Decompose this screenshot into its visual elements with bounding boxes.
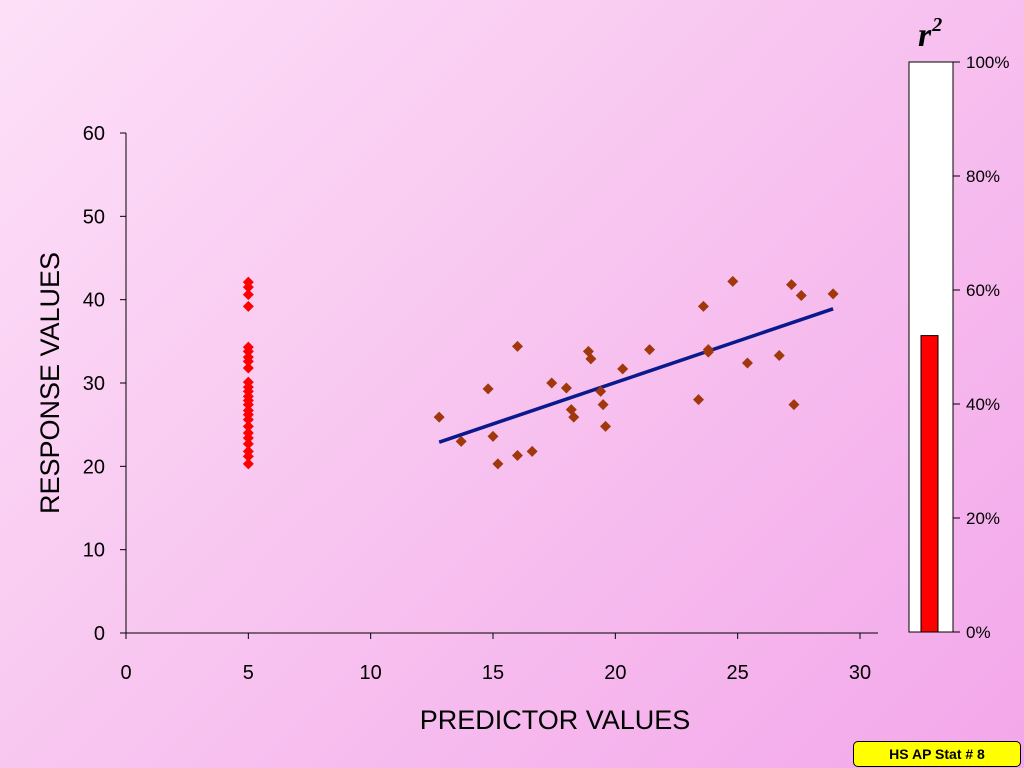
data-point [242,300,254,312]
data-point [617,363,629,375]
data-point [511,340,523,352]
data-point [773,350,785,361]
gauge-tick-label: 0% [966,623,991,642]
data-point [597,399,609,411]
data-point [785,279,797,291]
data-point [242,438,254,450]
gauge-tick-label: 80% [966,167,1000,186]
y-axis-title: RESPONSE VALUES [35,252,65,514]
x-axis-ticks: 0 5 10 15 20 25 30 [120,633,871,684]
y-tick-label: 10 [83,540,105,562]
y-tick-label: 20 [83,456,105,478]
data-point [702,346,714,358]
x-tick-label: 15 [482,662,504,684]
x-tick-label: 10 [360,662,382,684]
gauge-tick-label: 60% [966,281,1000,300]
data-point [827,288,839,300]
x-tick-label: 0 [120,662,131,684]
r-symbol: r [918,17,932,54]
y-tick-label: 0 [94,623,105,645]
data-point [487,430,499,442]
y-axis-ticks: 0 10 20 30 40 50 60 [83,123,126,645]
data-point [242,289,254,301]
data-point [242,450,254,462]
data-point [741,357,753,369]
data-point [511,450,523,461]
data-point [595,385,607,397]
gauge-ticks: 0% 20% 40% 60% 80% 100% [953,53,1009,642]
data-point [242,414,254,426]
x-tick-label: 25 [727,662,749,684]
data-point [492,458,504,470]
data-point [242,399,254,411]
gauge-tick-label: 20% [966,509,1000,528]
x-axis-title: PREDICTOR VALUES [420,705,691,735]
data-point [693,394,705,406]
data-point [242,420,254,432]
data-point [242,458,254,470]
data-point [242,345,254,357]
data-point [697,300,709,312]
data-point [644,344,656,356]
x-tick-label: 5 [243,662,254,684]
gauge-tick-label: 100% [966,53,1009,72]
x-tick-label: 20 [604,662,626,684]
data-point [727,275,739,287]
slide-footer-badge: HS AP Stat # 8 [853,741,1021,767]
data-point [242,362,254,374]
data-point [560,382,572,394]
y-tick-label: 30 [83,373,105,395]
data-point [242,355,254,367]
data-point [795,290,807,301]
y-tick-label: 60 [83,123,105,145]
data-point [482,383,494,395]
r-squared-label: r2 [918,14,942,55]
r-exponent: 2 [932,14,943,36]
y-tick-label: 40 [83,290,105,312]
gauge-tick-label: 40% [966,395,1000,414]
data-points [242,275,839,470]
scatter-plot: 0 5 10 15 20 25 30 0 10 20 30 40 50 60 PREDICTOR VAL… [35,123,878,735]
x-tick-label: 30 [849,662,871,684]
data-point [600,420,612,432]
data-point [526,445,538,457]
regression-line [438,307,834,444]
data-point [788,399,800,411]
data-point [242,432,254,444]
data-point [546,377,558,389]
data-point [433,411,445,423]
data-point [568,411,580,423]
gauge-fill-bar [920,335,939,633]
data-point [585,353,597,365]
data-point [242,281,254,293]
data-point [455,435,467,447]
r-squared-gauge: 0% 20% 40% 60% 80% 100% [908,53,1009,642]
y-tick-label: 50 [83,206,105,228]
